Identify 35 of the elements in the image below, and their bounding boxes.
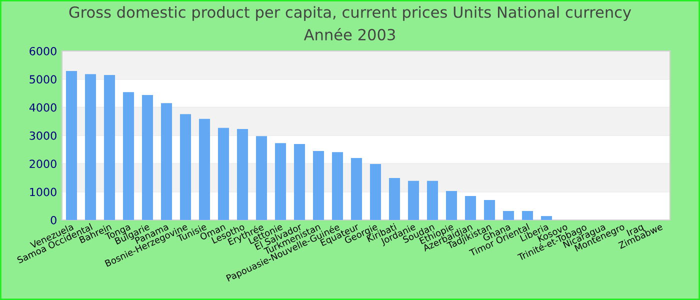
bar [540,216,552,220]
bar [218,128,230,220]
y-tick-label: 4000 [29,103,56,112]
bar [408,180,420,220]
bar [66,71,78,220]
bar [256,136,268,220]
bar [502,210,514,220]
bar [332,152,344,220]
bar [426,180,438,220]
bar [122,92,134,220]
bar [350,158,362,220]
y-tick-label: 1000 [30,188,56,196]
y-tick-label: 5000 [30,75,56,84]
chart-subtitle: Année 2003 [304,28,395,40]
bar [294,144,306,220]
chart-title: Gross domestic product per capita, current prices Units National currency [69,6,632,21]
bar [142,94,154,220]
bar [236,129,248,220]
y-tick-label: 3000 [30,131,56,140]
bar [160,103,172,220]
bar [274,143,286,220]
y-tick-label: 0 [50,216,56,224]
bar [464,196,476,220]
bar [104,74,116,220]
y-tick-label: 2000 [30,160,56,168]
bar [484,200,496,220]
bar [312,150,324,220]
bar [180,114,192,220]
bar [198,118,210,220]
bar [388,178,400,220]
y-tick-label: 6000 [30,46,56,56]
bar [370,164,382,220]
bar [84,74,96,220]
bar [446,190,458,220]
bar [522,210,534,220]
